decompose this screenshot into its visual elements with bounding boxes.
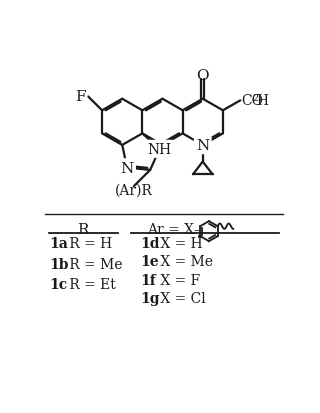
Text: R = Me: R = Me [65,257,122,271]
Text: R = H: R = H [65,236,112,250]
Text: N: N [120,161,134,175]
Text: R: R [77,222,88,236]
Text: H: H [256,94,268,108]
Text: 1b: 1b [49,257,69,271]
Text: X = F: X = F [156,273,201,287]
Text: 2: 2 [252,93,258,102]
Text: R = Et: R = Et [65,278,116,292]
Text: N: N [196,139,209,152]
Text: O: O [196,69,209,83]
Text: NH: NH [148,142,172,157]
Text: F: F [75,90,86,104]
Text: 1a: 1a [49,236,68,250]
Text: 1f: 1f [141,273,156,287]
Text: CO: CO [241,94,263,108]
Text: 1e: 1e [141,254,159,268]
Text: X = Me: X = Me [156,254,213,268]
Text: X = Cl: X = Cl [156,292,206,306]
Text: 1c: 1c [49,278,68,292]
Text: 1d: 1d [141,236,160,250]
Text: Ar = X–: Ar = X– [147,222,201,236]
Text: X = H: X = H [156,236,203,250]
Text: 1g: 1g [141,292,160,306]
Text: (Ar)R: (Ar)R [115,183,153,197]
